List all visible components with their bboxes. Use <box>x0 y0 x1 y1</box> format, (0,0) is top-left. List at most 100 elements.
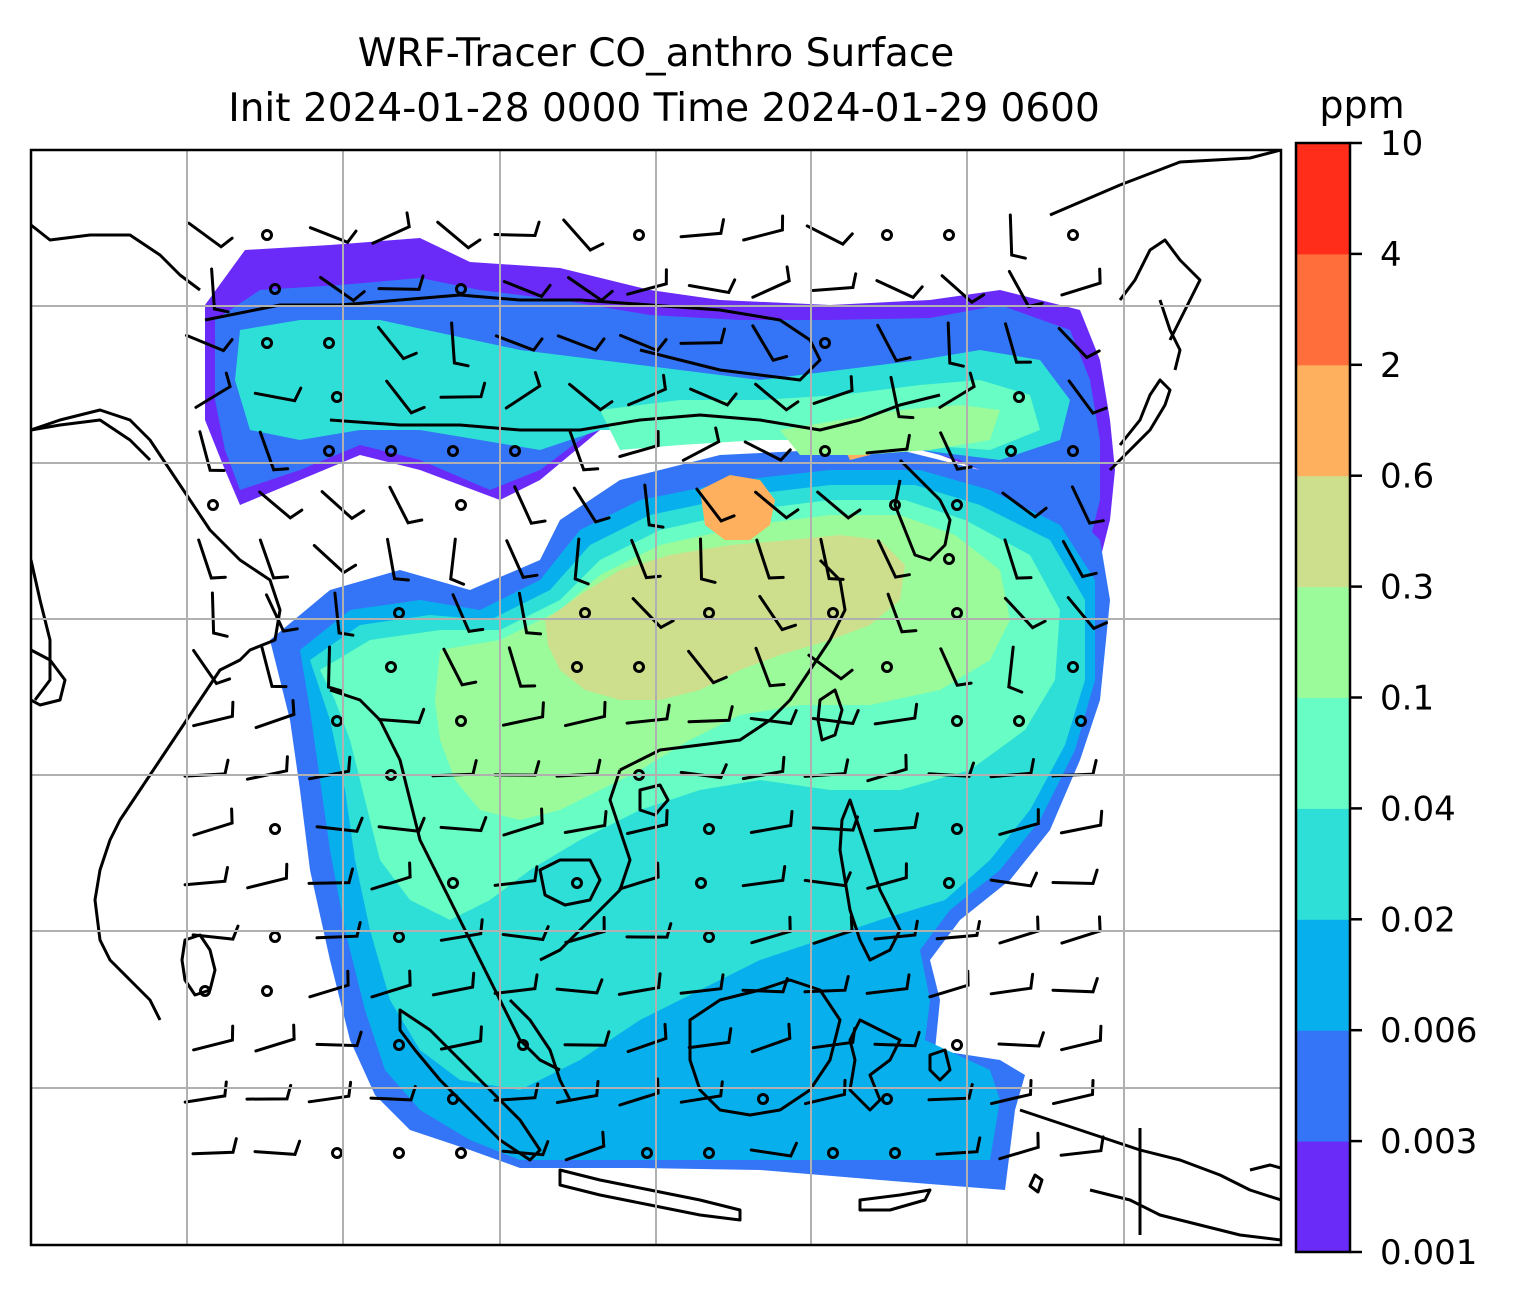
calm-wind-marker <box>633 229 645 241</box>
wind-barb <box>385 379 426 415</box>
wind-barb <box>927 1083 974 1102</box>
wind-barb <box>442 647 478 687</box>
wind-barb <box>370 969 412 999</box>
calm-wind-marker <box>455 1147 467 1159</box>
wind-barb <box>865 973 911 995</box>
wind-barb <box>183 866 229 887</box>
calm-wind-marker <box>331 1147 343 1159</box>
wind-barb <box>319 276 366 303</box>
colorbar-tick-label: 0.6 <box>1380 457 1434 497</box>
calm-wind-marker <box>393 607 405 619</box>
wind-barb <box>307 755 352 781</box>
calm-wind-marker <box>207 499 219 511</box>
wind-barb <box>946 321 965 368</box>
wind-barb <box>643 483 665 529</box>
wind-barb <box>990 1079 1033 1106</box>
wind-barb <box>494 334 544 352</box>
colorbar-unit-label: ppm <box>1319 83 1404 127</box>
calm-wind-marker <box>571 661 583 673</box>
wind-barb <box>689 387 738 407</box>
field-band-0.6 <box>545 535 905 700</box>
wind-barb <box>1070 485 1105 525</box>
wind-barb <box>626 268 668 296</box>
wind-barb <box>687 649 728 685</box>
wind-barb <box>192 1024 235 1052</box>
calm-wind-marker <box>703 823 715 835</box>
wind-barb <box>260 646 288 689</box>
calm-wind-marker <box>331 391 343 403</box>
calm-wind-marker <box>509 445 521 457</box>
colorbar-ticks: 0.001 0.003 0.006 0.02 0.04 0.1 0.3 0.6 2 4 10 <box>1350 124 1477 1273</box>
calm-wind-marker <box>703 931 715 943</box>
coastline-islet-2 <box>1249 1163 1281 1172</box>
wind-barb <box>194 371 232 409</box>
colorbar-swatch <box>1296 586 1350 698</box>
calm-wind-marker <box>269 283 281 295</box>
wind-barb <box>210 591 229 638</box>
wind-barb <box>502 280 552 299</box>
calm-wind-marker <box>881 661 893 673</box>
wind-barb <box>254 1023 296 1053</box>
calm-wind-marker <box>757 1093 769 1105</box>
wind-barb <box>819 537 845 581</box>
wind-barb <box>562 218 605 252</box>
wind-barb <box>687 1027 733 1050</box>
wind-barb <box>741 865 787 888</box>
colorbar-swatch <box>1296 253 1350 366</box>
colorbar-swatch <box>1296 143 1350 255</box>
wind-barb <box>564 700 607 728</box>
colorbar-tick-label: 0.3 <box>1380 568 1434 608</box>
wind-barb <box>451 593 485 633</box>
wind-barb <box>210 267 230 314</box>
wind-barb <box>754 646 786 688</box>
calm-wind-marker <box>199 985 211 997</box>
colorbar-tick-label: 0.04 <box>1380 789 1456 829</box>
wind-barb <box>755 538 785 580</box>
wind-barb <box>563 810 608 834</box>
calm-wind-marker <box>455 283 467 295</box>
colorbar-tick-label: 0.02 <box>1380 900 1456 940</box>
calm-wind-marker <box>571 877 583 889</box>
calm-wind-marker <box>951 607 963 619</box>
border-mongolia-south <box>329 393 941 432</box>
calm-wind-marker <box>943 877 955 889</box>
wind-barb <box>1051 868 1099 886</box>
calm-wind-marker <box>517 1039 529 1051</box>
coastline-philippines <box>838 798 902 962</box>
calm-wind-marker <box>393 1147 405 1159</box>
calm-wind-marker <box>633 661 645 673</box>
wind-barb <box>377 816 426 833</box>
wind-barb <box>371 211 411 245</box>
wind-barb <box>1057 327 1101 360</box>
coastline-northeast <box>1049 150 1281 217</box>
coastline-caspian <box>31 418 152 462</box>
colorbar-tick-label: 0.003 <box>1380 1122 1477 1162</box>
wind-barb <box>618 861 660 891</box>
wind-barb <box>197 538 227 580</box>
calm-wind-marker <box>703 607 715 619</box>
wind-barb <box>803 871 852 888</box>
calm-wind-marker <box>1067 445 1079 457</box>
wind-barb <box>619 333 668 353</box>
colorbar-swatch <box>1296 475 1350 588</box>
wind-barb <box>1061 540 1098 579</box>
calm-wind-marker <box>579 607 591 619</box>
wind-barb <box>679 327 726 345</box>
calm-wind-marker <box>1075 715 1087 727</box>
wind-barb <box>631 597 675 630</box>
coastline-timor <box>858 1188 932 1212</box>
calm-wind-marker <box>385 445 397 457</box>
wind-barb <box>754 490 800 520</box>
coastline-java <box>558 1168 742 1222</box>
wind-barb <box>1008 213 1027 260</box>
calm-wind-marker <box>269 823 281 835</box>
calm-wind-marker <box>951 499 963 511</box>
wind-barb <box>1003 538 1033 580</box>
calm-wind-marker <box>447 445 459 457</box>
wind-barb <box>816 490 862 520</box>
wind-barb <box>449 537 466 586</box>
calm-wind-marker <box>1067 661 1079 673</box>
coastline-gulf-thailand <box>538 858 602 907</box>
coastline-maluku <box>928 1048 952 1082</box>
wind-barb <box>997 1031 1045 1048</box>
